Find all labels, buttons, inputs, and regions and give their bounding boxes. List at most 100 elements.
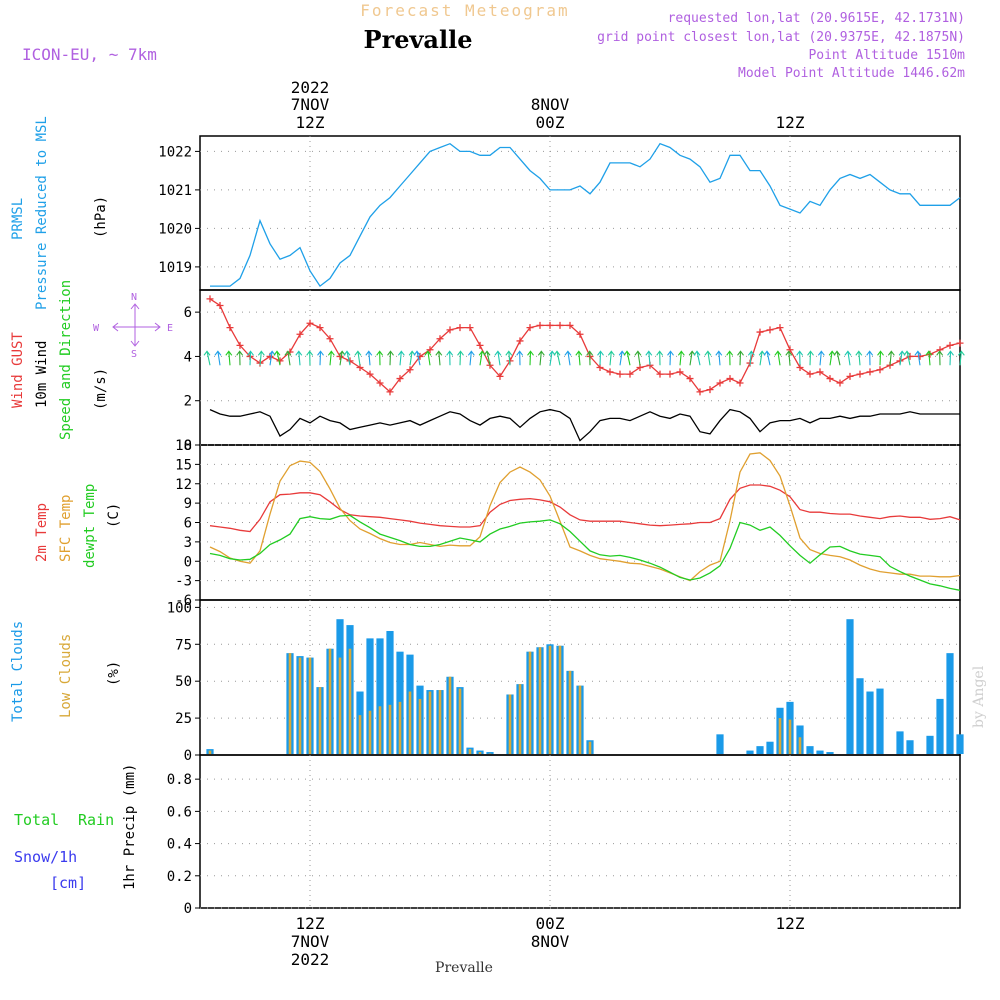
low-cloud-bar xyxy=(368,710,372,754)
low-cloud-bar xyxy=(338,657,342,754)
bottom-date-label: 8NOV xyxy=(531,932,570,951)
model-label: ICON-EU, ~ 7km xyxy=(22,45,157,64)
low-cloud-bar xyxy=(348,648,352,754)
low-cloud-bar xyxy=(318,687,322,754)
ytick-label: 2 xyxy=(184,394,192,410)
wind-direction-arrow xyxy=(903,350,911,366)
gust-point xyxy=(806,370,814,378)
low-cloud-bar xyxy=(558,645,562,754)
wind-direction-arrow xyxy=(688,350,696,366)
wind-direction-arrow xyxy=(575,350,583,366)
total-cloud-bar xyxy=(826,752,834,754)
top-date-label: 8NOV xyxy=(531,95,570,114)
gust-point xyxy=(726,375,734,383)
ytick-label: 15 xyxy=(175,457,192,473)
gust-point xyxy=(476,341,484,349)
wind-direction-arrow xyxy=(467,350,475,366)
gust-point xyxy=(576,330,584,338)
gust-point xyxy=(876,366,884,374)
ytick-label: 0.2 xyxy=(167,869,192,885)
marks-layer xyxy=(203,142,965,754)
ytick-label: 12 xyxy=(175,477,192,493)
total-cloud-bar xyxy=(816,750,824,754)
gust-point xyxy=(616,370,624,378)
gust-point xyxy=(516,337,524,345)
gust-point xyxy=(736,379,744,387)
precip-label-cm: [cm] xyxy=(50,874,86,892)
precip-label-snow: Snow/1h xyxy=(14,848,77,866)
model-altitude: Model Point Altitude 1446.62m xyxy=(738,66,965,81)
wind-direction-arrow xyxy=(898,350,906,366)
gust-point xyxy=(326,335,334,343)
low-cloud-bar xyxy=(298,657,302,754)
wind-direction-arrow xyxy=(947,350,954,366)
precip-label-total: Total xyxy=(14,811,59,829)
wind-direction-arrow xyxy=(483,350,491,366)
pressure-label-2: Pressure Reduced to MSL xyxy=(34,116,50,310)
bottom-date-label: 7NOV xyxy=(291,932,330,951)
wind-direction-arrow xyxy=(936,350,944,366)
panel-frame-precip xyxy=(199,754,961,909)
total-cloud-bar xyxy=(876,688,884,754)
wind-direction-arrow xyxy=(548,350,556,366)
low-cloud-bar xyxy=(468,749,472,754)
ytick-label: 6 xyxy=(184,305,192,321)
ytick-label: 0.8 xyxy=(167,772,192,788)
wind-direction-arrow xyxy=(413,350,421,366)
bottom-hour-label: 12Z xyxy=(776,914,805,933)
total-cloud-bar xyxy=(936,698,944,754)
low-cloud-bar xyxy=(548,645,552,754)
wind-direction-arrow xyxy=(887,350,895,366)
pressure-label-1: PRMSL xyxy=(10,198,26,240)
total-cloud-bar xyxy=(746,750,754,754)
gust-point xyxy=(396,375,404,383)
wind-direction-arrow xyxy=(338,350,346,366)
wind-direction-arrow xyxy=(494,350,502,366)
low-cloud-bar xyxy=(418,698,422,754)
requested-coords: requested lon,lat (20.9615E, 42.1731N) xyxy=(668,11,965,26)
top-hour-label: 00Z xyxy=(536,113,565,132)
wind-direction-arrow xyxy=(537,350,545,366)
wind-direction-arrow xyxy=(505,350,513,366)
ytick-label: 75 xyxy=(175,637,192,653)
low-cloud-bar xyxy=(518,684,522,754)
wind-direction-arrow xyxy=(327,350,335,366)
ytick-label: 50 xyxy=(175,674,192,690)
wind-direction-arrow xyxy=(807,350,814,366)
temp2m-series-line xyxy=(209,484,961,533)
ytick-label: 0 xyxy=(184,748,192,764)
bottom-hour-label: 00Z xyxy=(536,914,565,933)
wind-labels: Wind GUST 10m Wind Speed and Direction (… xyxy=(10,280,173,440)
wind-direction-arrow xyxy=(354,350,362,366)
low-cloud-bar xyxy=(438,690,442,754)
low-cloud-bar xyxy=(308,657,312,754)
low-cloud-bar xyxy=(588,741,592,754)
low-cloud-bar xyxy=(398,701,402,754)
wind-direction-arrow xyxy=(317,350,324,366)
total-cloud-bar xyxy=(866,691,874,754)
wind-unit: (m/s) xyxy=(93,368,109,410)
total-cloud-bar xyxy=(946,653,954,754)
low-cloud-bar xyxy=(568,670,572,754)
total-cloud-bar xyxy=(846,619,854,754)
wind-direction-arrow xyxy=(828,350,836,366)
gridpoint-coords: grid point closest lon,lat (20.9375E, 42… xyxy=(597,30,965,45)
cloud-labels: Total Clouds Low Clouds (%) xyxy=(10,621,122,722)
gust-point xyxy=(556,321,564,329)
total-cloud-bar xyxy=(756,746,764,754)
gust-point xyxy=(766,326,774,334)
wind-direction-arrow xyxy=(527,350,534,366)
gust-point xyxy=(666,370,674,378)
total-cloud-bar xyxy=(486,752,494,754)
gust-point xyxy=(826,375,834,383)
ytick-label: 18 xyxy=(175,438,192,454)
low-cloud-bar xyxy=(408,691,412,754)
gust-point xyxy=(496,372,504,380)
gust-point xyxy=(956,339,964,347)
credit: by Angel xyxy=(971,665,987,728)
top-year-label: 2022 xyxy=(291,78,330,97)
wind-direction-arrow xyxy=(214,350,222,366)
wind-direction-arrow xyxy=(586,350,594,366)
wind-direction-arrow xyxy=(747,350,755,366)
low-cloud-bar xyxy=(208,750,212,754)
